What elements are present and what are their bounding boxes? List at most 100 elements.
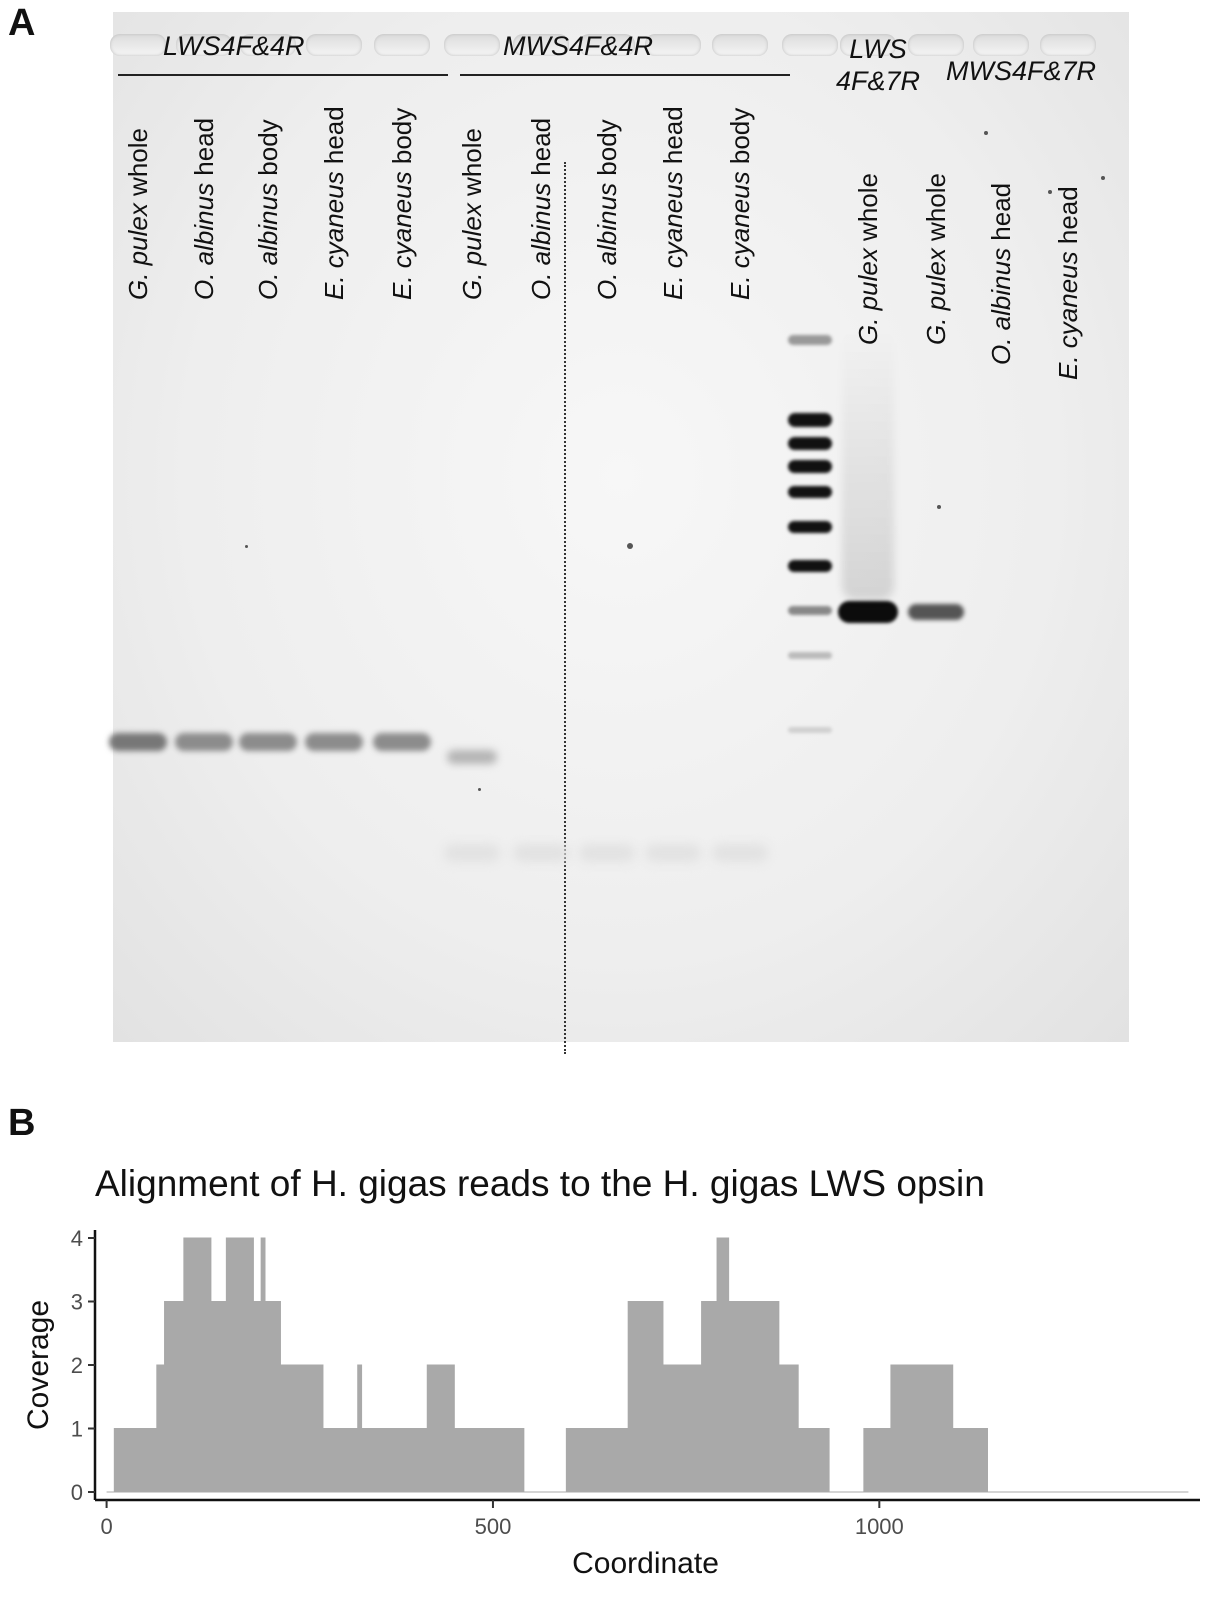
gel-well — [110, 34, 166, 56]
y-tick-label: 2 — [71, 1353, 83, 1378]
lane-tissue: head — [986, 182, 1016, 248]
lane-tissue: head — [1053, 186, 1083, 252]
ladder-band — [788, 651, 832, 659]
gel-band — [175, 733, 233, 751]
y-tick-label: 3 — [71, 1290, 83, 1315]
lane-tissue: head — [189, 117, 219, 183]
ladder-band — [788, 413, 832, 427]
lane-tissue: head — [526, 117, 556, 183]
gel-well — [176, 34, 232, 56]
ladder-band — [788, 486, 832, 498]
panel-a-letter: A — [8, 2, 36, 44]
gel-well — [645, 34, 701, 56]
lane-tissue: body — [387, 107, 417, 172]
lane-label: E. cyaneus head — [319, 106, 350, 300]
ladder-band — [788, 727, 832, 733]
lane-label: E. cyaneus body — [387, 108, 418, 300]
primer-group-label: MWS4F&7R — [946, 56, 1097, 86]
gel-speck — [937, 505, 941, 509]
coverage-chart: 0 1 2 3 4 0 500 1000 Coordinate Coverage — [22, 1226, 1200, 1580]
gel-smear — [842, 330, 894, 600]
primer-group-underline — [118, 74, 448, 76]
lane-tissue: body — [725, 107, 755, 172]
ladder-band — [788, 459, 832, 473]
gel-speck — [245, 545, 248, 548]
lane-label: O. albinus head — [986, 183, 1017, 365]
gel-band — [579, 844, 635, 862]
y-tick-label: 1 — [71, 1417, 83, 1442]
gel-band — [838, 601, 898, 623]
gel-speck — [478, 788, 481, 791]
lane-label: O. albinus head — [526, 118, 557, 300]
lane-label: E. cyaneus head — [658, 106, 689, 300]
lane-tissue: body — [253, 119, 283, 183]
gel-speck — [984, 131, 988, 135]
lane-species: O. albinus — [526, 182, 556, 300]
x-tick-label: 0 — [100, 1514, 112, 1539]
gel-well — [306, 34, 362, 56]
y-axis-label: Coverage — [22, 1300, 55, 1430]
primer-group-underline — [460, 74, 790, 76]
gel-band — [109, 733, 167, 751]
gel-well — [240, 34, 296, 56]
lane-species: E. cyaneus — [387, 171, 417, 300]
gel-wells — [110, 24, 1129, 56]
lane-label: G. pulex whole — [123, 128, 154, 300]
gel-band — [447, 750, 497, 764]
lane-label: O. albinus body — [253, 119, 284, 300]
lane-label: G. pulex whole — [853, 173, 884, 345]
gel-band — [645, 844, 701, 862]
gel-band — [373, 733, 431, 751]
coverage-area — [106, 1237, 1189, 1493]
lane-species: G. pulex — [123, 203, 153, 300]
gel-well — [973, 34, 1029, 56]
gel-well — [1040, 34, 1096, 56]
lane-tissue: whole — [457, 128, 487, 204]
lane-species: G. pulex — [457, 203, 487, 300]
lane-species: O. albinus — [253, 182, 283, 300]
gel-band — [908, 604, 964, 620]
lane-species: G. pulex — [853, 248, 883, 345]
lane-label: O. albinus body — [592, 119, 623, 300]
gel-well — [712, 34, 768, 56]
lane-species: O. albinus — [986, 247, 1016, 365]
lane-species: O. albinus — [592, 182, 622, 300]
lane-tissue: head — [658, 106, 688, 172]
x-tick-label: 500 — [475, 1514, 512, 1539]
lane-divider — [564, 162, 566, 1054]
lane-species: G. pulex — [921, 248, 951, 345]
lane-label: O. albinus head — [189, 118, 220, 300]
primer-group-label: LWS 4F&7R — [836, 34, 921, 96]
lane-species: O. albinus — [189, 182, 219, 300]
gel-well — [840, 34, 896, 56]
gel-image — [109, 12, 1129, 1054]
lane-label: E. cyaneus body — [725, 108, 756, 300]
lane-label: E. cyaneus head — [1053, 186, 1084, 380]
lane-tissue: whole — [853, 173, 883, 249]
lane-tissue: body — [592, 119, 622, 183]
gel-speck — [1101, 176, 1105, 180]
primer-group-label: LWS4F&4R — [163, 31, 305, 61]
gel-well — [579, 34, 635, 56]
lane-species: E. cyaneus — [319, 171, 349, 300]
gel-speck — [627, 543, 633, 549]
gel-speck — [1048, 190, 1052, 194]
lane-label: G. pulex whole — [457, 128, 488, 300]
lane-tissue: whole — [123, 128, 153, 204]
ladder-band — [788, 521, 832, 533]
ladder-band — [788, 436, 832, 450]
lane-species: E. cyaneus — [658, 171, 688, 300]
gel-band — [305, 733, 363, 751]
gel-band — [239, 733, 297, 751]
lane-species: E. cyaneus — [725, 171, 755, 300]
lane-label: G. pulex whole — [921, 173, 952, 345]
ladder-band — [788, 335, 832, 345]
lane-tissue: whole — [921, 173, 951, 249]
gel-band — [513, 844, 569, 862]
gel-well — [444, 34, 500, 56]
gel-well — [908, 34, 964, 56]
primer-group-label: MWS4F&4R — [503, 31, 654, 61]
ladder-band — [788, 605, 832, 615]
gel-well — [513, 34, 569, 56]
y-tick-label: 4 — [71, 1226, 83, 1251]
